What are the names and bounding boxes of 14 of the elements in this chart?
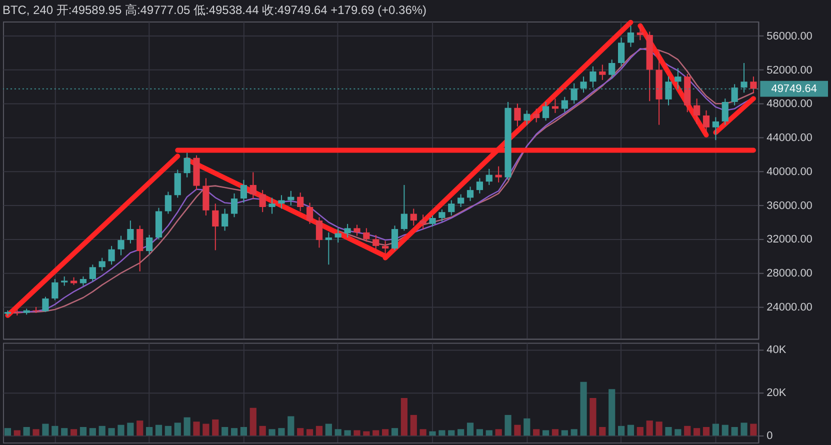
- y-tick-label: 24000.00: [766, 301, 812, 314]
- y-tick-label: 52000.00: [766, 64, 812, 76]
- ref-line-label: 49749.64: [771, 82, 817, 95]
- y-tick-label: 36000.00: [766, 200, 812, 212]
- chart-title: BTC, 240 开:49589.95 高:49777.05 低:49538.44 收:49749.64 +179.69 (+0.36%): [2, 2, 426, 17]
- y-tick-label: 40K: [766, 344, 787, 356]
- y-tick-label: 0: [766, 430, 773, 442]
- y-tick-label: 56000.00: [766, 30, 812, 42]
- y-tick-label: 32000.00: [766, 234, 812, 246]
- y-tick-label: 40000.00: [766, 166, 812, 178]
- y-tick-label: 48000.00: [766, 98, 812, 110]
- y-tick-label: 44000.00: [766, 132, 812, 144]
- y-tick-label: 28000.00: [766, 268, 812, 280]
- y-tick-label: 20K: [766, 387, 787, 400]
